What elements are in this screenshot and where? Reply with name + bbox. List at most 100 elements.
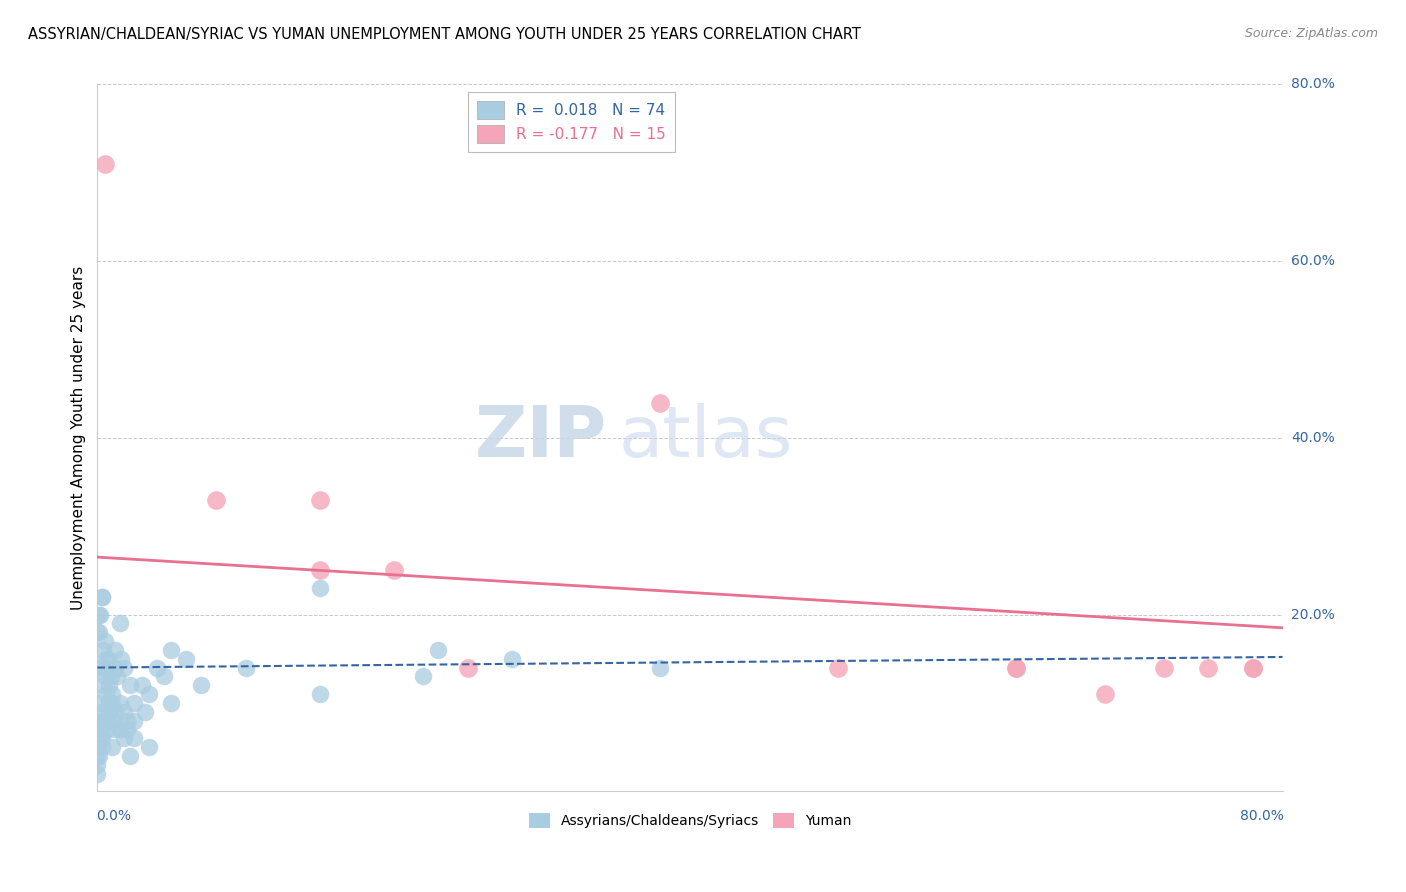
Point [650,660,672,674]
Point [96,660,118,674]
Point [174,651,197,665]
Point [89,696,111,710]
Point [87,748,110,763]
Point [1005,660,1028,674]
Point [87,723,110,737]
Point [104,643,127,657]
Point [86,714,108,728]
Point [134,705,156,719]
Point [96,687,118,701]
Text: 40.0%: 40.0% [1291,431,1334,445]
Text: 20.0%: 20.0% [1291,607,1334,622]
Point [101,714,124,728]
Text: Source: ZipAtlas.com: Source: ZipAtlas.com [1244,27,1378,40]
Point [153,669,176,683]
Point [98,705,121,719]
Point [308,687,330,701]
Point [115,714,138,728]
Point [112,731,135,746]
Point [94,157,117,171]
Point [96,714,118,728]
Point [112,660,135,674]
Point [94,634,117,648]
Point [90,731,112,746]
Point [131,678,153,692]
Point [94,669,117,683]
Point [87,625,110,640]
Point [101,696,124,710]
Point [124,731,146,746]
Point [91,643,114,657]
Point [1241,660,1264,674]
Point [115,723,138,737]
Point [101,740,124,755]
Point [89,731,111,746]
Point [650,395,672,409]
Point [457,660,479,674]
Text: 80.0%: 80.0% [1291,78,1334,92]
Point [86,660,108,674]
Point [90,740,112,755]
Point [86,625,108,640]
Point [1153,660,1175,674]
Point [108,696,131,710]
Point [86,766,108,780]
Point [105,669,128,683]
Point [160,696,183,710]
Point [91,678,114,692]
Point [160,643,183,657]
Point [104,723,127,737]
Point [97,723,120,737]
Text: 60.0%: 60.0% [1291,254,1334,268]
Point [235,660,257,674]
Point [1198,660,1220,674]
Point [86,757,108,772]
Point [138,687,160,701]
Point [412,669,434,683]
Point [86,748,108,763]
Point [86,740,108,755]
Point [118,748,141,763]
Point [90,590,112,604]
Point [501,651,523,665]
Point [1094,687,1116,701]
Point [145,660,167,674]
Text: ZIP: ZIP [475,403,607,473]
Point [98,696,121,710]
Point [87,607,110,622]
Text: atlas: atlas [619,403,793,473]
Y-axis label: Unemployment Among Youth under 25 years: Unemployment Among Youth under 25 years [72,266,86,610]
Text: ASSYRIAN/CHALDEAN/SYRIAC VS YUMAN UNEMPLOYMENT AMONG YOUTH UNDER 25 YEARS CORREL: ASSYRIAN/CHALDEAN/SYRIAC VS YUMAN UNEMPL… [28,27,860,42]
Point [104,705,127,719]
Point [90,705,112,719]
Point [98,678,121,692]
Text: 0.0%: 0.0% [96,809,131,823]
Point [94,714,117,728]
Point [308,563,330,577]
Point [124,714,146,728]
Point [124,696,146,710]
Point [382,563,405,577]
Point [89,607,111,622]
Point [205,492,228,507]
Point [110,651,132,665]
Legend: Assyrians/Chaldeans/Syriacs, Yuman: Assyrians/Chaldeans/Syriacs, Yuman [523,808,856,834]
Point [101,687,124,701]
Point [427,643,450,657]
Point [97,651,120,665]
Point [100,669,122,683]
Point [138,740,160,755]
Point [1005,660,1028,674]
Point [90,590,112,604]
Point [118,678,141,692]
Point [190,678,212,692]
Point [827,660,849,674]
Point [1241,660,1264,674]
Point [108,723,131,737]
Point [96,651,118,665]
Point [104,660,127,674]
Text: 80.0%: 80.0% [1240,809,1284,823]
Point [308,492,330,507]
Point [108,616,131,631]
Point [308,581,330,595]
